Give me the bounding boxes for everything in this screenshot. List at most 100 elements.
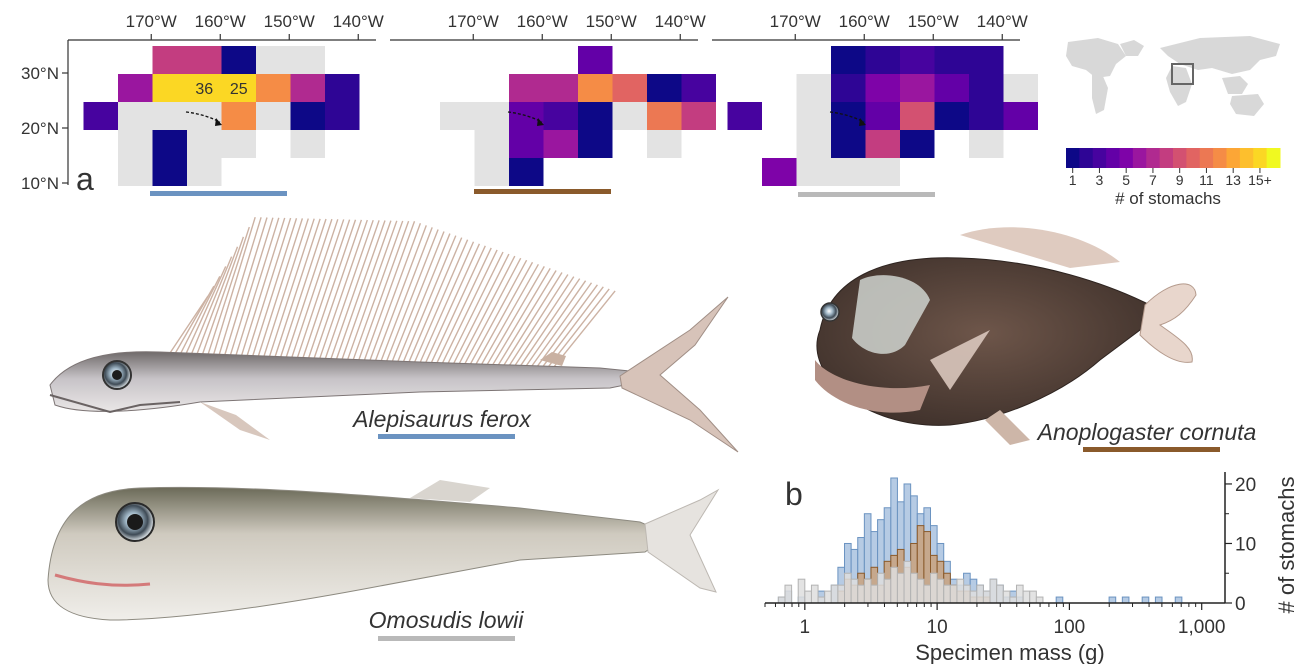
colorbar-tick-label: 5 <box>1122 172 1130 188</box>
drift-arrowhead <box>215 118 222 126</box>
lat-tick-label: 30°N <box>21 64 59 83</box>
histogram-bar <box>1035 596 1044 604</box>
alepisaurus-color-bar <box>378 434 515 439</box>
fin-ray <box>279 218 327 360</box>
map-cell <box>796 130 831 158</box>
series-omosudis-lowii <box>777 560 1044 604</box>
fin-ray <box>301 219 351 360</box>
map-cell <box>578 46 613 74</box>
map-cell <box>118 130 153 158</box>
colorbar-swatch <box>1173 148 1187 168</box>
map-cell <box>543 102 578 130</box>
fin-ray <box>290 219 339 360</box>
lon-tick-label: 140°W <box>977 12 1028 31</box>
colorbar-tick-label: 1 <box>1069 172 1077 188</box>
colorbar-tick-label: 7 <box>1149 172 1157 188</box>
map-cell <box>290 74 325 102</box>
histogram-bar <box>817 596 826 604</box>
colorbar-swatch <box>1079 148 1094 168</box>
map-cell <box>290 46 325 74</box>
colorbar-swatch <box>1199 148 1214 168</box>
omosudis-label: Omosudis lowii <box>369 607 525 633</box>
fin-ray <box>413 239 469 363</box>
map-cell <box>934 102 969 130</box>
y-axis-title: # of stomachs <box>1274 477 1299 614</box>
fin-ray <box>340 220 392 361</box>
map-cell <box>865 46 900 74</box>
map-cell <box>256 102 291 130</box>
histogram-bar <box>956 578 965 604</box>
lon-tick-label: 150°W <box>586 12 637 31</box>
fin-ray <box>469 259 528 365</box>
map-cell <box>900 130 935 158</box>
map-cell-count: 25 <box>230 81 248 98</box>
x-axis-title: Specimen mass (g) <box>915 640 1105 664</box>
heatmap-alepisaurus: 36 25 170°W 160°W 150°W 140°W 30°N 20°N 10°N <box>21 12 384 193</box>
fin-ray <box>430 245 486 364</box>
fin-ray <box>251 218 298 359</box>
map-cell <box>762 158 797 186</box>
panel-b-label: b <box>785 476 803 512</box>
colorbar: 1 3 5 7 9 11 13 15+ <box>1066 148 1281 188</box>
colorbar-tick-label: 11 <box>1199 172 1214 188</box>
map-cell <box>290 102 325 130</box>
anoplogaster-label: Anoplogaster cornuta <box>1036 419 1257 445</box>
map-cell <box>647 74 682 102</box>
fin-ray <box>458 255 516 365</box>
colorbar-tick-label: 13 <box>1225 172 1241 188</box>
colorbar-tick-label: 9 <box>1176 172 1184 188</box>
map-cell <box>152 130 187 158</box>
fin-ray <box>245 217 292 359</box>
map-cell <box>118 158 153 186</box>
fin-ray <box>184 266 227 357</box>
omosudis-color-bar <box>378 636 515 641</box>
map-cell <box>440 102 475 130</box>
fin-ray <box>380 227 433 362</box>
histogram-bar <box>1121 596 1130 604</box>
map-cell <box>325 102 360 130</box>
colorbar-swatch <box>1146 148 1161 168</box>
map-cell <box>934 74 969 102</box>
fin-ray <box>374 225 427 362</box>
lon-tick-label: 160°W <box>517 12 568 31</box>
lon-tick-label: 170°W <box>126 12 177 31</box>
y-tick-label: 0 <box>1235 594 1246 615</box>
fin-ray <box>436 247 492 364</box>
histogram-bar <box>1015 584 1024 604</box>
map-cell <box>187 130 222 158</box>
map-cell <box>256 46 291 74</box>
x-tick-label: 1,000 <box>1178 617 1226 638</box>
lat-tick-label: 20°N <box>21 119 59 138</box>
fin-ray <box>284 218 333 360</box>
heatmap-omosudis: 170°W 160°W 150°W 140°W <box>712 12 1038 186</box>
panel-a-label: a <box>76 161 94 197</box>
fin-ray <box>178 275 221 357</box>
histogram-bar <box>1108 596 1117 604</box>
histogram-bar <box>949 584 958 604</box>
lon-tick-label: 150°W <box>908 12 959 31</box>
map-cell <box>543 74 578 102</box>
histogram-bar <box>777 596 786 604</box>
fin-ray <box>520 278 581 366</box>
fin-ray <box>525 280 587 367</box>
colorbar-swatch <box>1159 148 1174 168</box>
map-cell <box>1003 102 1038 130</box>
map-cell <box>900 74 935 102</box>
colorbar-swatch <box>1092 148 1107 168</box>
fin-ray <box>503 272 563 366</box>
map-cell <box>969 130 1004 158</box>
histogram-bar <box>890 566 898 604</box>
fin-ray <box>441 249 498 364</box>
fin-ray <box>312 219 363 361</box>
map-cell <box>865 130 900 158</box>
map-cell <box>474 102 509 130</box>
map-cell <box>543 130 578 158</box>
map-cell <box>796 74 831 102</box>
histogram-bar <box>830 584 839 604</box>
map-cell <box>290 130 325 158</box>
panel-a-maps: 36 25 170°W 160°W 150°W 140°W 30°N 20°N 10°N 170… <box>21 12 1038 193</box>
fin-ray <box>553 290 616 367</box>
fin-ray <box>223 217 268 358</box>
anoplogaster-map-bar <box>474 189 611 194</box>
map-cell <box>796 102 831 130</box>
